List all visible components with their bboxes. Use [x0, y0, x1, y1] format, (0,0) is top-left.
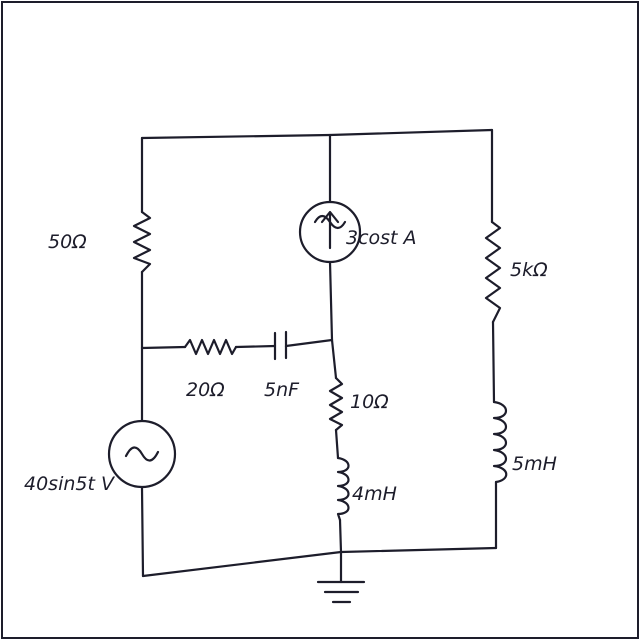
current-source-wave-icon	[313, 214, 347, 230]
inductor-4mh-label: 4mH	[352, 483, 397, 505]
resistor-20-ohm-label: 20Ω	[186, 379, 225, 401]
resistor-5k-ohm-label: 5kΩ	[510, 259, 548, 281]
voltage-source: 40sin5t V	[24, 419, 177, 495]
branch-wire-left	[140, 345, 187, 350]
center-mid-wire	[328, 260, 334, 342]
inductor-4mh: 4mH	[336, 456, 397, 522]
resistor-10-ohm-label: 10Ω	[350, 391, 389, 413]
resistor-10-ohm: 10Ω	[328, 376, 389, 432]
capacitor-5nf: 5nF	[264, 330, 300, 401]
right-mid-wire	[491, 320, 496, 404]
resistor-50-ohm-symbol	[132, 210, 152, 274]
voltage-source-sine-icon	[124, 446, 160, 462]
ground-icon	[316, 550, 366, 604]
inductor-5mh-symbol	[492, 400, 508, 484]
branch-wire-mid	[234, 344, 277, 349]
resistor-5k-ohm: 5kΩ	[484, 220, 548, 324]
resistor-5k-ohm-symbol	[484, 220, 502, 324]
voltage-source-label: 40sin5t V	[24, 473, 116, 495]
current-source-label: 3cost A	[346, 227, 417, 249]
center-lower-wire	[330, 338, 338, 380]
inductor-4mh-symbol	[336, 456, 350, 522]
current-source-arrow-icon	[320, 210, 340, 224]
resistor-50-ohm-label: 50Ω	[48, 231, 87, 253]
capacitor-5nf-label: 5nF	[264, 379, 300, 401]
resistor-50-ohm: 50Ω	[48, 210, 152, 274]
branch-wire-right	[284, 338, 334, 348]
left-bottom-wire	[140, 486, 145, 578]
resistor-10-ohm-symbol	[328, 376, 344, 432]
inductor-5mh-label: 5mH	[512, 453, 557, 475]
inductor-5mh: 5mH	[492, 400, 557, 484]
voltage-source-circle	[107, 419, 177, 489]
center-r-l-wire	[334, 428, 340, 460]
resistor-20-ohm-symbol	[183, 338, 238, 356]
current-source: 3cost A	[298, 200, 417, 264]
center-bottom-wire	[338, 518, 343, 554]
current-source-circle	[298, 200, 362, 264]
resistor-20-ohm: 20Ω	[183, 338, 238, 401]
